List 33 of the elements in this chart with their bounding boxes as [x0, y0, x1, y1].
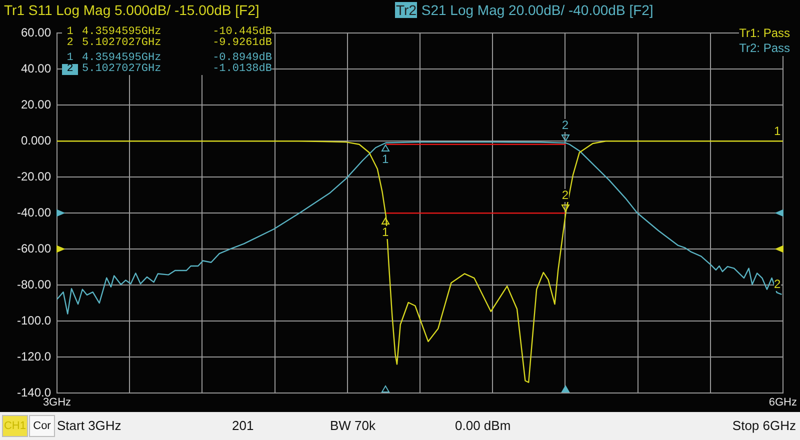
annotation: 1	[774, 124, 781, 138]
annotation: Tr1: Pass	[739, 26, 790, 41]
x-tick-label: 3GHz	[42, 396, 72, 409]
y-tick-label: 0.000	[20, 133, 52, 148]
y-tick-label: -120.0	[16, 349, 52, 364]
annotation: 1	[382, 225, 389, 240]
y-tick-label: 40.00	[20, 61, 52, 76]
chart-title: Tr1 S11 Log Mag 5.000dB/ -15.00dB [F2]	[4, 2, 260, 18]
text: 1 4.3594595GHz -10.445dB	[66, 26, 272, 38]
annotation: 2	[562, 188, 568, 202]
text: 201	[232, 418, 254, 433]
text: 1 4.3594595GHz -0.8949dB	[66, 52, 272, 64]
y-tick-label: -100.0	[16, 313, 52, 328]
text: 2 5.1027027GHz -1.0138dB	[66, 63, 272, 75]
annotation: 2	[774, 277, 781, 292]
annotation: Tr2: Pass	[739, 41, 790, 56]
chart-subtitle: Tr2 S21 Log Mag 20.00dB/ -40.00dB [F2]	[395, 2, 654, 18]
annotation: 2	[562, 118, 568, 132]
text: 2 5.1027027GHz -9.9261dB	[66, 37, 272, 49]
x-tick-label: 6GHz	[768, 396, 798, 409]
annotation: 1	[382, 152, 389, 166]
text: CH1	[2, 415, 28, 437]
y-tick-label: -60.00	[16, 241, 52, 256]
text: Start 3GHz	[57, 418, 122, 433]
y-tick-label: -40.00	[16, 205, 52, 220]
y-tick-label: -20.00	[16, 169, 52, 184]
y-tick-label: 60.00	[20, 26, 52, 40]
text: 0.00 dBm	[455, 418, 511, 433]
text: Stop 6GHz	[732, 418, 796, 433]
y-tick-label: -80.00	[16, 277, 52, 292]
text: BW 70k	[330, 418, 376, 433]
y-tick-label: 20.00	[20, 97, 52, 112]
text: Cor	[29, 415, 55, 437]
